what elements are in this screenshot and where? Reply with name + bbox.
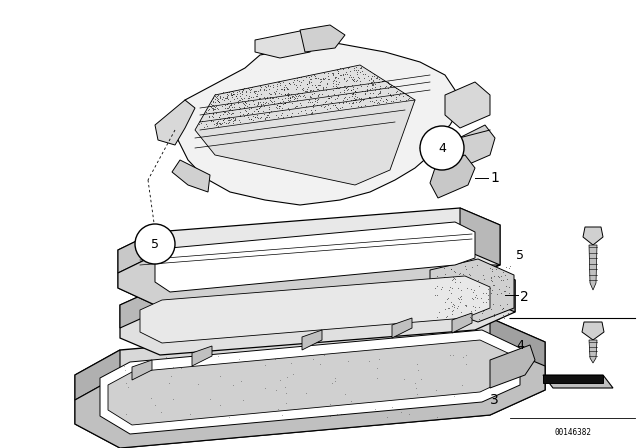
Text: 4: 4 <box>516 339 524 352</box>
Polygon shape <box>430 259 514 322</box>
Polygon shape <box>452 125 495 168</box>
Polygon shape <box>543 375 613 388</box>
Circle shape <box>135 224 175 264</box>
Polygon shape <box>490 345 535 388</box>
Polygon shape <box>543 375 603 383</box>
Polygon shape <box>582 322 604 340</box>
Text: 5: 5 <box>151 237 159 250</box>
Polygon shape <box>120 262 515 355</box>
Polygon shape <box>100 330 520 434</box>
Polygon shape <box>118 255 500 305</box>
Polygon shape <box>430 155 475 198</box>
Text: 4: 4 <box>438 142 446 155</box>
Polygon shape <box>155 222 475 292</box>
Polygon shape <box>175 42 460 205</box>
Text: 5: 5 <box>516 249 524 262</box>
Polygon shape <box>460 208 500 265</box>
Polygon shape <box>583 227 603 245</box>
Polygon shape <box>132 360 152 380</box>
Polygon shape <box>452 313 472 333</box>
Text: 1: 1 <box>490 171 499 185</box>
Polygon shape <box>75 343 545 448</box>
Text: 2: 2 <box>520 290 529 304</box>
Polygon shape <box>490 318 545 390</box>
Polygon shape <box>195 65 415 185</box>
Polygon shape <box>155 100 195 145</box>
Polygon shape <box>118 232 155 273</box>
Text: 3: 3 <box>490 393 499 407</box>
Polygon shape <box>475 262 515 312</box>
Circle shape <box>420 126 464 170</box>
Polygon shape <box>589 245 597 290</box>
Polygon shape <box>192 346 212 366</box>
Polygon shape <box>120 287 160 328</box>
Polygon shape <box>118 208 500 305</box>
Polygon shape <box>75 350 120 400</box>
Polygon shape <box>75 318 545 448</box>
Polygon shape <box>302 330 322 350</box>
Polygon shape <box>589 340 597 363</box>
Polygon shape <box>140 276 490 343</box>
Polygon shape <box>108 340 510 425</box>
Polygon shape <box>392 318 412 338</box>
Polygon shape <box>300 25 345 52</box>
Polygon shape <box>445 82 490 128</box>
Text: 00146382: 00146382 <box>554 427 591 436</box>
Polygon shape <box>172 160 210 192</box>
Polygon shape <box>255 30 320 58</box>
